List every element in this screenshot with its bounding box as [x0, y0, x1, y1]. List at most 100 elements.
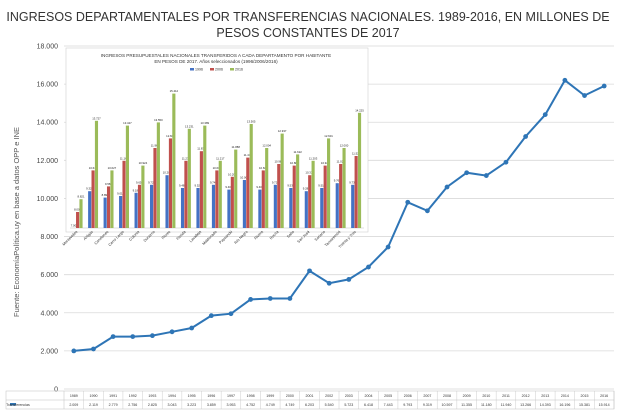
bar-value-label: 10.613 — [213, 166, 222, 170]
bar-value-label: 13.505 — [247, 120, 256, 124]
inset-title-line-2: EN PESOS DE 2017. Años seleccionados (19… — [154, 59, 278, 64]
x-tick-label: 2012 — [522, 394, 530, 398]
y-tick-label: 8.000 — [40, 234, 58, 241]
table-value: 11.940 — [501, 403, 512, 407]
bar-value-label: 10.200 — [228, 172, 237, 176]
bar-value-label: 10.004 — [240, 176, 249, 180]
data-point — [542, 112, 548, 117]
table-value: 4.752 — [246, 403, 255, 407]
bar-value-label: 9.285 — [303, 187, 310, 191]
table-value: 3.043 — [168, 403, 177, 407]
data-point — [483, 173, 489, 178]
data-point — [326, 280, 332, 286]
table-value: 11.180 — [481, 403, 492, 407]
chart-title-line-2: PESOS CONSTANTES DE 2017 — [216, 26, 399, 40]
bar-value-label: 11.203 — [309, 156, 318, 160]
bar — [265, 148, 269, 228]
table-value: 6.418 — [364, 403, 373, 407]
x-tick-label: 2014 — [561, 394, 569, 398]
legend-swatch — [230, 68, 234, 71]
bar-value-label: 13.389 — [201, 121, 210, 125]
category-label: Artigas — [83, 230, 94, 241]
bar-value-label: 9.482 — [179, 184, 186, 188]
bar-value-label: 11.020 — [336, 160, 345, 164]
bar — [249, 124, 253, 228]
data-point — [307, 268, 312, 274]
bar-value-label: 10.880 — [290, 161, 299, 165]
x-tick-label: 1991 — [109, 394, 117, 398]
bar-value-label: 9.538 — [287, 184, 294, 188]
bar — [184, 160, 188, 228]
data-point — [582, 93, 587, 98]
bar — [134, 192, 138, 228]
bar-value-label: 11.622 — [293, 150, 302, 154]
data-point — [248, 297, 254, 302]
bar-value-label: 13.231 — [185, 124, 194, 128]
bar-value-label: 9.767 — [334, 179, 341, 183]
bar — [88, 191, 92, 228]
bar — [261, 170, 265, 228]
bar-value-label: 7.002 — [71, 224, 78, 228]
bar — [218, 160, 222, 228]
bar — [335, 183, 339, 228]
data-point — [228, 311, 234, 317]
x-tick-label: 2011 — [502, 394, 510, 398]
table-value: 2.009 — [69, 403, 78, 407]
table-value: 15.914 — [599, 403, 610, 407]
y-tick-label: 6.000 — [40, 272, 58, 279]
bar-value-label: 11.237 — [182, 156, 191, 160]
table-value: 2.756 — [128, 403, 137, 407]
data-point — [405, 199, 411, 205]
bar — [296, 154, 300, 228]
bar-value-label: 13.550 — [154, 118, 163, 122]
bar — [91, 170, 95, 228]
bar-value-label: 10.989 — [274, 160, 283, 164]
data-point — [149, 333, 155, 339]
bar — [320, 188, 324, 228]
bar-value-label: 9.584 — [105, 182, 112, 186]
data-point — [464, 170, 470, 176]
bar — [141, 165, 145, 228]
table-value: 3.859 — [207, 403, 216, 407]
data-point — [366, 264, 371, 270]
table-value: 10.597 — [442, 403, 453, 407]
x-tick-label: 1998 — [247, 394, 255, 398]
table-value: 14.393 — [540, 403, 551, 407]
y-tick-label: 16.000 — [37, 82, 59, 89]
table-value: 9.319 — [423, 403, 432, 407]
y-axis-ticks: 0 2.000 4.000 6.000 8.000 10.000 12.000 14.000 1… — [37, 44, 59, 394]
bar — [106, 186, 111, 228]
data-point — [267, 296, 273, 301]
table-value: 16.196 — [559, 403, 570, 407]
bar — [258, 189, 262, 228]
series-line — [73, 78, 605, 352]
x-tick-label: 1995 — [188, 394, 196, 398]
bar-value-label: 12.004 — [262, 144, 271, 148]
table-value: 13.266 — [520, 403, 531, 407]
x-tick-label: 2015 — [581, 394, 589, 398]
table-legend-swatch — [10, 403, 16, 406]
y-tick-label: 4.000 — [40, 310, 58, 317]
bar — [289, 188, 293, 228]
table-value: 5.540 — [325, 403, 334, 407]
x-tick-label: 2013 — [541, 394, 549, 398]
x-tick-label: 1990 — [89, 394, 97, 398]
x-tick-label: 1993 — [148, 394, 156, 398]
data-point — [189, 325, 195, 331]
bar-value-label: 13.727 — [92, 116, 101, 120]
bar — [215, 170, 219, 228]
data-point — [601, 83, 607, 89]
x-tick-label: 2003 — [345, 394, 353, 398]
bar — [149, 184, 154, 228]
bar — [227, 189, 231, 228]
bar-value-label: 9.520 — [194, 184, 201, 188]
bar — [165, 175, 169, 228]
bar — [246, 157, 250, 228]
category-label: Salto — [286, 230, 295, 239]
bar-value-label: 8.821 — [78, 195, 85, 199]
bar — [351, 184, 355, 228]
bar — [119, 196, 123, 228]
data-point — [346, 277, 352, 282]
